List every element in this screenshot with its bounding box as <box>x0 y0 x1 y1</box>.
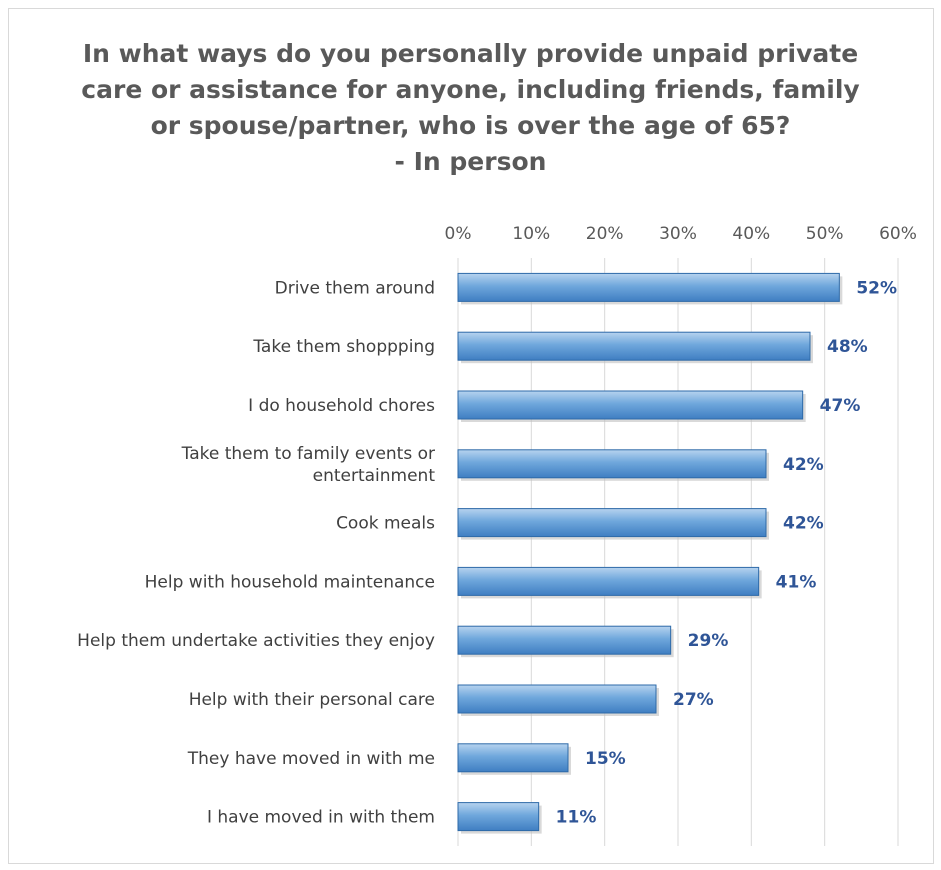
x-axis-ticks: 0% 10% 20% 30% 40% 50% 60% <box>445 224 917 244</box>
chart-title-line: or spouse/partner, who is over the age o… <box>150 111 791 140</box>
category-label: Take them shoppping <box>252 337 435 357</box>
bar <box>457 625 672 655</box>
data-label: 47% <box>820 396 861 416</box>
bar <box>457 272 840 302</box>
bar <box>457 390 804 420</box>
category-label: Drive them around <box>275 278 435 298</box>
data-label: 48% <box>827 337 868 357</box>
bars <box>457 272 843 834</box>
chart-title-line: In what ways do you personally provide u… <box>82 39 859 68</box>
bar <box>457 743 569 773</box>
data-label: 52% <box>856 278 897 298</box>
chart-title-line: - In person <box>394 147 547 176</box>
x-tick-label: 40% <box>732 224 770 244</box>
data-label: 15% <box>585 749 626 769</box>
x-tick-label: 20% <box>586 224 624 244</box>
chart-title: In what ways do you personally provide u… <box>0 36 941 180</box>
bar <box>457 331 811 361</box>
category-label: entertainment <box>313 466 436 486</box>
category-labels: Drive them around Take them shoppping I do… <box>77 278 435 827</box>
category-label: Help with household maintenance <box>145 572 435 592</box>
bar <box>457 684 657 714</box>
data-label: 41% <box>776 572 817 592</box>
category-label: Help with their personal care <box>189 690 435 710</box>
x-tick-label: 30% <box>659 224 697 244</box>
data-label: 42% <box>783 514 824 534</box>
bar <box>457 508 767 538</box>
category-label: I have moved in with them <box>207 808 435 828</box>
category-label: Help them undertake activities they enjo… <box>77 631 435 651</box>
data-label: 11% <box>556 808 597 828</box>
data-label: 29% <box>688 631 729 651</box>
x-tick-label: 0% <box>445 224 472 244</box>
bar <box>457 449 767 479</box>
x-tick-label: 50% <box>806 224 844 244</box>
category-label: Take them to family events or <box>181 444 435 464</box>
data-labels: 52% 48% 47% 42% 42% 41% 29% 27% 15% 11% <box>556 278 897 827</box>
data-label: 42% <box>783 455 824 475</box>
category-label: They have moved in with me <box>187 749 435 769</box>
bar <box>457 566 760 596</box>
category-label: I do household chores <box>248 396 435 416</box>
category-label: Cook meals <box>336 514 435 534</box>
data-label: 27% <box>673 690 714 710</box>
x-tick-label: 10% <box>512 224 550 244</box>
chart-title-line: care or assistance for anyone, including… <box>81 75 860 104</box>
x-tick-label: 60% <box>879 224 917 244</box>
bar <box>457 802 540 832</box>
chart-frame <box>8 8 934 864</box>
